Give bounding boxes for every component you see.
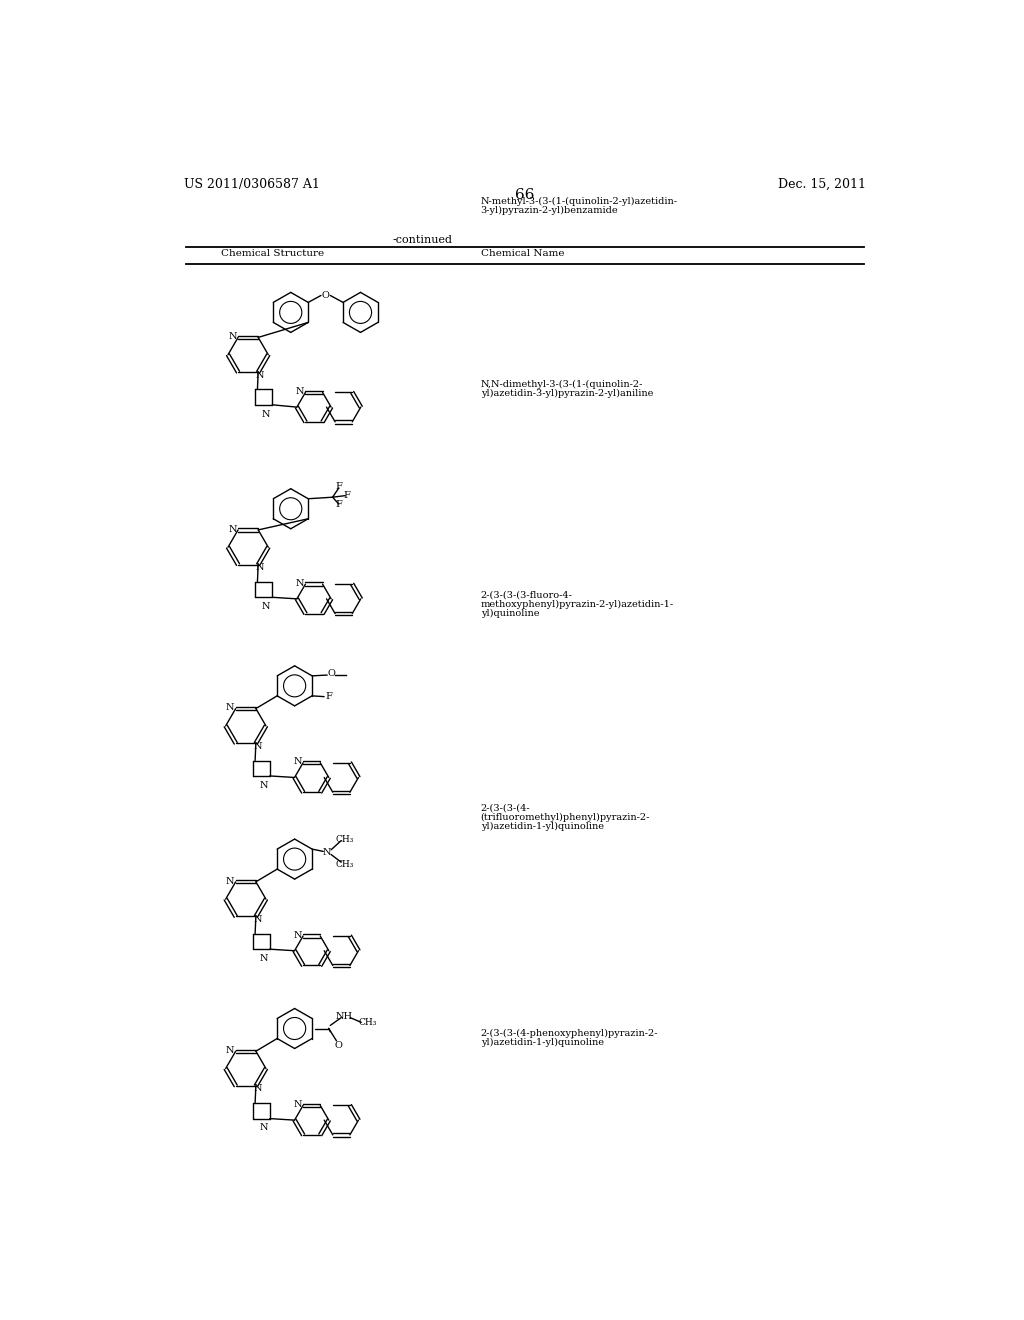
Text: N: N — [253, 742, 262, 751]
Text: US 2011/0306587 A1: US 2011/0306587 A1 — [183, 178, 319, 190]
Text: F: F — [326, 692, 332, 701]
Text: O: O — [322, 290, 330, 300]
Text: yl)azetidin-1-yl)quinoline: yl)azetidin-1-yl)quinoline — [480, 1038, 603, 1047]
Text: 2-(3-(3-(3-fluoro-4-: 2-(3-(3-(3-fluoro-4- — [480, 590, 572, 599]
Text: CH₃: CH₃ — [335, 861, 353, 869]
Text: 2-(3-(3-(4-phenoxyphenyl)pyrazin-2-: 2-(3-(3-(4-phenoxyphenyl)pyrazin-2- — [480, 1028, 658, 1038]
Text: (trifluoromethyl)phenyl)pyrazin-2-: (trifluoromethyl)phenyl)pyrazin-2- — [480, 813, 650, 822]
Text: yl)azetidin-1-yl)quinoline: yl)azetidin-1-yl)quinoline — [480, 822, 603, 832]
Text: N-methyl-3-(3-(1-(quinolin-2-yl)azetidin-: N-methyl-3-(3-(1-(quinolin-2-yl)azetidin… — [480, 197, 678, 206]
Text: O: O — [334, 1041, 342, 1049]
Text: N: N — [323, 849, 332, 858]
Text: F: F — [336, 500, 342, 510]
Text: N: N — [253, 915, 262, 924]
Text: N: N — [294, 758, 302, 767]
Text: CH₃: CH₃ — [335, 834, 353, 843]
Text: CH₃: CH₃ — [358, 1018, 377, 1027]
Text: N,N-dimethyl-3-(3-(1-(quinolin-2-: N,N-dimethyl-3-(3-(1-(quinolin-2- — [480, 380, 643, 389]
Text: N: N — [226, 876, 234, 886]
Text: N: N — [256, 564, 264, 572]
Text: N: N — [259, 780, 268, 789]
Text: Chemical Name: Chemical Name — [480, 249, 564, 259]
Text: methoxyphenyl)pyrazin-2-yl)azetidin-1-: methoxyphenyl)pyrazin-2-yl)azetidin-1- — [480, 599, 674, 609]
Text: N: N — [296, 579, 304, 587]
Text: N: N — [296, 387, 304, 396]
Text: NH: NH — [336, 1011, 353, 1020]
Text: Chemical Structure: Chemical Structure — [221, 249, 325, 259]
Text: N: N — [294, 1100, 302, 1109]
Text: -continued: -continued — [392, 235, 453, 246]
Text: N: N — [228, 524, 237, 533]
Text: N: N — [259, 954, 268, 962]
Text: N: N — [294, 931, 302, 940]
Text: N: N — [262, 602, 270, 611]
Text: N: N — [256, 371, 264, 380]
Text: 3-yl)pyrazin-2-yl)benzamide: 3-yl)pyrazin-2-yl)benzamide — [480, 206, 618, 215]
Text: N: N — [226, 704, 234, 713]
Text: 2-(3-(3-(4-: 2-(3-(3-(4- — [480, 804, 530, 813]
Text: 66: 66 — [515, 187, 535, 202]
Text: N: N — [262, 409, 270, 418]
Text: Dec. 15, 2011: Dec. 15, 2011 — [778, 178, 866, 190]
Text: F: F — [336, 482, 342, 491]
Text: N: N — [253, 1085, 262, 1093]
Text: N: N — [228, 333, 237, 341]
Text: F: F — [343, 491, 350, 500]
Text: O: O — [328, 669, 336, 678]
Text: yl)quinoline: yl)quinoline — [480, 609, 539, 618]
Text: N: N — [259, 1123, 268, 1133]
Text: yl)azetidin-3-yl)pyrazin-2-yl)aniline: yl)azetidin-3-yl)pyrazin-2-yl)aniline — [480, 389, 653, 399]
Text: N: N — [226, 1045, 234, 1055]
